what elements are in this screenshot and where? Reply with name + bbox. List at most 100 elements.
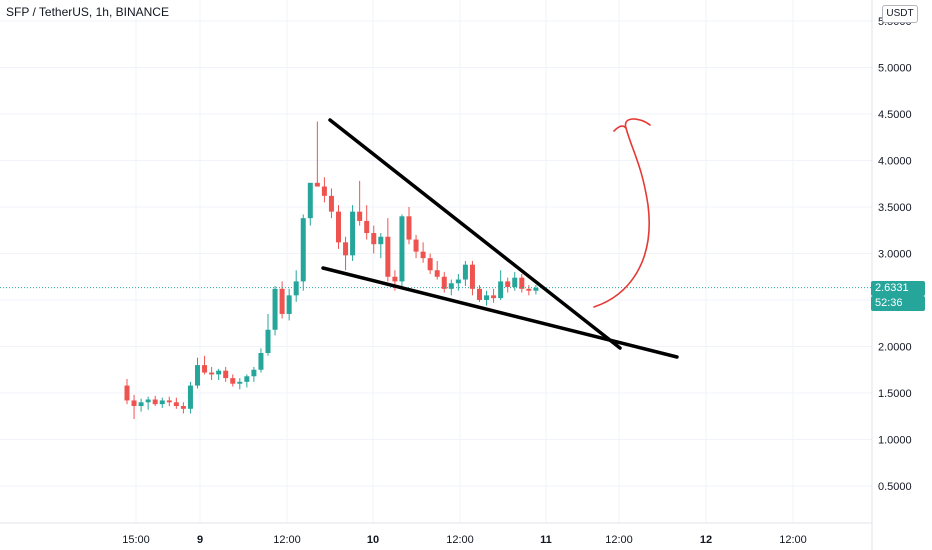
candle: [187, 381, 193, 414]
upper-trendline[interactable]: [328, 118, 622, 350]
current-price-label: 2.6331: [871, 281, 925, 296]
candle: [124, 379, 130, 405]
price-tick-label: 1.5000: [878, 388, 912, 400]
candle-body: [505, 281, 511, 287]
candle-body: [279, 288, 285, 314]
candle: [180, 402, 186, 414]
candle-body: [364, 220, 370, 234]
candle: [498, 270, 504, 300]
candle-body: [519, 277, 525, 289]
candle-body: [145, 399, 151, 403]
candle: [251, 366, 257, 382]
candle-body: [455, 279, 461, 284]
candle: [279, 281, 285, 319]
candle: [159, 397, 165, 408]
candle-body: [385, 236, 391, 277]
candle-body: [209, 372, 215, 375]
candle: [265, 313, 271, 356]
candle-body: [152, 399, 158, 405]
candle-body: [441, 276, 447, 289]
breakout-arrowhead-drawing[interactable]: [613, 125, 627, 132]
candle: [371, 225, 377, 254]
candle: [138, 398, 144, 412]
candle: [427, 253, 433, 274]
time-tick-label: 12:00: [779, 534, 807, 546]
candle-body: [187, 385, 193, 409]
candle: [512, 272, 518, 291]
time-tick-label: 12:00: [605, 534, 633, 546]
candle: [209, 366, 215, 380]
candle-body: [166, 400, 172, 403]
time-tick-label: 15:00: [122, 534, 150, 546]
candle: [378, 233, 384, 259]
candle-body: [159, 400, 165, 405]
candle-body: [180, 406, 186, 409]
candle-body: [498, 281, 504, 299]
currency-button[interactable]: USDT: [882, 5, 918, 23]
candle: [328, 188, 334, 219]
candle: [258, 348, 264, 373]
price-tick-label: 2.0000: [878, 342, 912, 354]
candle: [237, 378, 243, 390]
price-tick-label: 3.5000: [878, 202, 912, 214]
candle: [399, 214, 405, 287]
candle: [244, 374, 250, 388]
candle-body: [300, 218, 306, 282]
candle-body: [223, 370, 229, 379]
candle-body: [477, 288, 482, 300]
candle: [173, 397, 179, 409]
candle: [420, 242, 426, 263]
candle: [406, 207, 412, 245]
bar-countdown-label: 52:36: [871, 296, 925, 311]
candle-body: [399, 216, 405, 282]
candle: [533, 285, 539, 295]
candle-body: [392, 276, 398, 282]
chart-title: SFP / TetherUS, 1h, BINANCE: [6, 5, 169, 19]
candle-body: [469, 264, 475, 289]
candle: [343, 236, 349, 271]
candle-body: [131, 400, 137, 407]
candle-body: [343, 242, 349, 256]
candle: [307, 182, 313, 226]
price-tick-label: 0.5000: [878, 481, 912, 493]
candle-body: [336, 211, 341, 243]
time-tick-label: 9: [197, 534, 203, 546]
candle: [505, 277, 511, 293]
candle-body: [427, 258, 433, 271]
price-tick-label: 4.0000: [878, 156, 912, 168]
candlestick-series: [124, 121, 539, 420]
candle-body: [350, 211, 356, 256]
trendline-drawings[interactable]: [321, 118, 679, 359]
candle-body: [328, 195, 334, 212]
candle: [195, 357, 200, 389]
candle-body: [258, 353, 264, 370]
candle-body: [484, 295, 490, 300]
candle: [152, 395, 158, 407]
breakout-arrow-drawing[interactable]: [593, 118, 651, 308]
candle-body: [272, 288, 278, 330]
candle: [131, 394, 137, 420]
candle-body: [237, 381, 243, 384]
time-tick-label: 12: [700, 534, 712, 546]
candle-body: [293, 281, 299, 296]
candle: [434, 260, 440, 280]
candle-body: [314, 182, 320, 187]
candle: [469, 260, 475, 296]
price-tick-label: 4.5000: [878, 109, 912, 121]
candle-body: [413, 239, 419, 252]
candle: [462, 260, 468, 287]
lower-trendline[interactable]: [321, 266, 679, 359]
price-axis[interactable]: 0.50001.00001.50002.00002.50003.00003.50…: [878, 16, 912, 493]
time-tick-label: 12:00: [273, 534, 301, 546]
candle: [413, 234, 419, 259]
candle-body: [202, 365, 208, 373]
candle: [272, 286, 278, 336]
price-tick-label: 3.0000: [878, 249, 912, 261]
time-axis[interactable]: 15:00 9 12:00 10 12:00 11 12:00 12 12:00: [122, 534, 807, 546]
candle: [216, 368, 222, 380]
candle: [441, 272, 447, 293]
candle-body: [230, 378, 236, 384]
candle-body: [216, 370, 222, 375]
candle: [202, 355, 208, 375]
